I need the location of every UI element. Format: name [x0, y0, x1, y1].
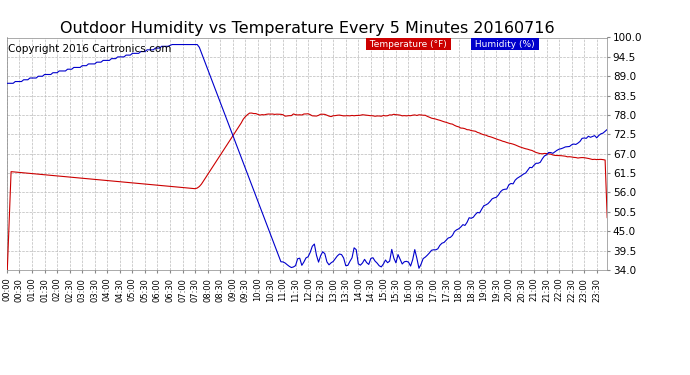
- Text: Humidity (%): Humidity (%): [472, 40, 538, 49]
- Text: Temperature (°F): Temperature (°F): [367, 40, 450, 49]
- Title: Outdoor Humidity vs Temperature Every 5 Minutes 20160716: Outdoor Humidity vs Temperature Every 5 …: [60, 21, 554, 36]
- Text: Copyright 2016 Cartronics.com: Copyright 2016 Cartronics.com: [8, 45, 172, 54]
